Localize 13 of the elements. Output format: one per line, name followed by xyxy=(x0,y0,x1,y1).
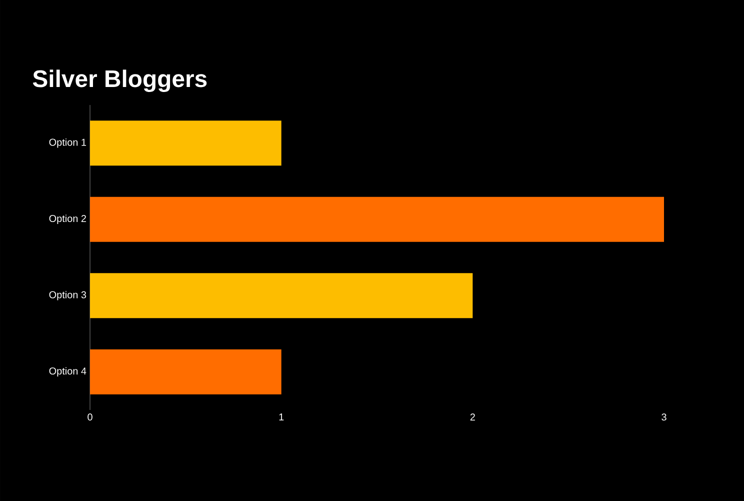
bar xyxy=(90,273,473,318)
y-tick-label: Option 3 xyxy=(49,290,86,300)
chart-title: Silver Bloggers xyxy=(32,70,207,92)
y-tick-label: Option 1 xyxy=(49,138,86,148)
x-tick-label: 1 xyxy=(279,414,284,420)
bar xyxy=(90,196,664,242)
y-tick-label: Option 4 xyxy=(49,367,86,376)
bar xyxy=(90,120,282,166)
x-tick-label: 3 xyxy=(662,414,666,421)
x-tick-label: 2 xyxy=(470,414,475,420)
bar xyxy=(90,349,282,394)
y-tick-label: Option 2 xyxy=(49,214,86,224)
x-tick-label: 0 xyxy=(88,414,92,421)
